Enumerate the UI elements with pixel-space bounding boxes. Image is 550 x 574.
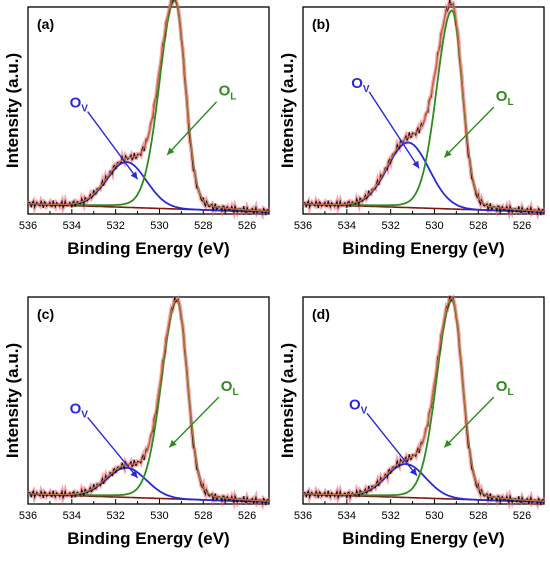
fit-envelope-line (303, 297, 545, 502)
y-axis-title: Intensity (a.u.) (3, 343, 22, 458)
ol-peak-line (28, 299, 270, 503)
x-tick-label: 530 (150, 220, 168, 232)
x-tick-label: 530 (425, 220, 443, 232)
ol-arrowhead (167, 147, 175, 155)
panel-label: (d) (312, 306, 330, 322)
x-axis-title: Binding Energy (eV) (67, 239, 229, 258)
x-tick-label: 526 (513, 510, 531, 522)
ov-arrow (366, 412, 418, 477)
ol-arrow (168, 396, 220, 448)
panel-c: 536 534 532 530 528 526 Binding Energy (eV) Int… (3, 294, 271, 548)
ol-annotation: OL (221, 378, 239, 398)
panel-label: (b) (312, 16, 330, 32)
plot-frame (302, 296, 545, 505)
panel-label: (a) (37, 16, 54, 32)
x-tick-label: 532 (106, 510, 124, 522)
x-tick-label: 536 (294, 510, 312, 522)
ol-annotation-sub: L (507, 97, 513, 108)
ol-arrow (443, 106, 495, 158)
fit-envelope-line (303, 2, 545, 212)
panel-label: (c) (37, 306, 54, 322)
ov-arrowhead (130, 470, 138, 478)
ov-annotation-sub: V (361, 405, 368, 416)
plot-frame (27, 6, 270, 215)
ov-arrow (87, 416, 139, 479)
raw-data-halo (301, 294, 546, 511)
x-tick-label: 532 (106, 220, 124, 232)
y-axis-title: Intensity (a.u.) (3, 53, 22, 168)
x-axis-title: Binding Energy (eV) (342, 529, 504, 548)
x-tick-label: 536 (294, 220, 312, 232)
x-tick-label: 526 (513, 220, 531, 232)
ol-arrowhead (169, 439, 177, 448)
ov-annotation: OV (70, 400, 89, 420)
x-axis-title: Binding Energy (eV) (67, 529, 229, 548)
ol-arrow (166, 101, 218, 156)
ov-arrow (87, 111, 139, 180)
panel-b: 536 534 532 530 528 526 Binding Energy (eV) Int… (278, 0, 546, 258)
raw-data-line (302, 295, 545, 506)
ol-peak-line (28, 0, 270, 213)
ov-arrowhead (130, 171, 138, 180)
ol-annotation: OL (219, 83, 237, 103)
x-tick-label: 528 (194, 510, 212, 522)
ol-annotation-sub: L (507, 387, 513, 398)
ol-peak-line (303, 299, 545, 503)
y-axis-title: Intensity (a.u.) (278, 53, 297, 168)
ov-annotation-sub: V (363, 84, 370, 95)
x-tick-label: 534 (63, 220, 81, 232)
x-tick-label: 534 (338, 510, 356, 522)
x-tick-label: 536 (19, 220, 37, 232)
x-tick-label: 532 (381, 510, 399, 522)
x-tick-label: 526 (238, 510, 256, 522)
x-tick-label: 532 (381, 220, 399, 232)
panel-a: 536 534 532 530 528 526 Binding Energy (eV) Int… (3, 0, 271, 258)
x-tick-label: 536 (19, 510, 37, 522)
fit-envelope-line (28, 0, 270, 212)
ol-annotation: OL (496, 88, 514, 108)
x-tick-label: 530 (150, 510, 168, 522)
ov-annotation-sub: V (81, 409, 88, 420)
x-tick-label: 530 (425, 510, 443, 522)
raw-data-line (27, 297, 270, 506)
ov-arrowhead (409, 468, 417, 476)
x-tick-label: 534 (338, 220, 356, 232)
ol-arrow (443, 396, 495, 448)
panel-d: 536 534 532 530 528 526 Binding Energy (eV) Int… (278, 294, 546, 548)
ol-peak-line (303, 9, 545, 213)
ov-annotation: OV (349, 396, 368, 416)
ov-annotation: OV (351, 75, 370, 95)
ov-arrowhead (412, 160, 420, 169)
x-tick-label: 526 (238, 220, 256, 232)
x-tick-label: 528 (194, 220, 212, 232)
ov-arrow (368, 91, 420, 169)
ol-arrowhead (444, 149, 452, 158)
x-axis-title: Binding Energy (eV) (342, 239, 504, 258)
ol-annotation-sub: L (230, 92, 236, 103)
plot-frame (27, 296, 270, 505)
fit-envelope-line (28, 298, 270, 502)
ov-annotation: OV (70, 95, 89, 115)
x-tick-label: 528 (469, 220, 487, 232)
x-tick-label: 528 (469, 510, 487, 522)
x-tick-label: 534 (63, 510, 81, 522)
y-axis-title: Intensity (a.u.) (278, 343, 297, 458)
ol-arrowhead (444, 439, 452, 448)
ol-annotation: OL (496, 378, 514, 398)
plot-frame (302, 6, 545, 215)
ov-annotation-sub: V (81, 104, 88, 115)
raw-data-halo (26, 294, 271, 511)
ol-annotation-sub: L (232, 387, 238, 398)
